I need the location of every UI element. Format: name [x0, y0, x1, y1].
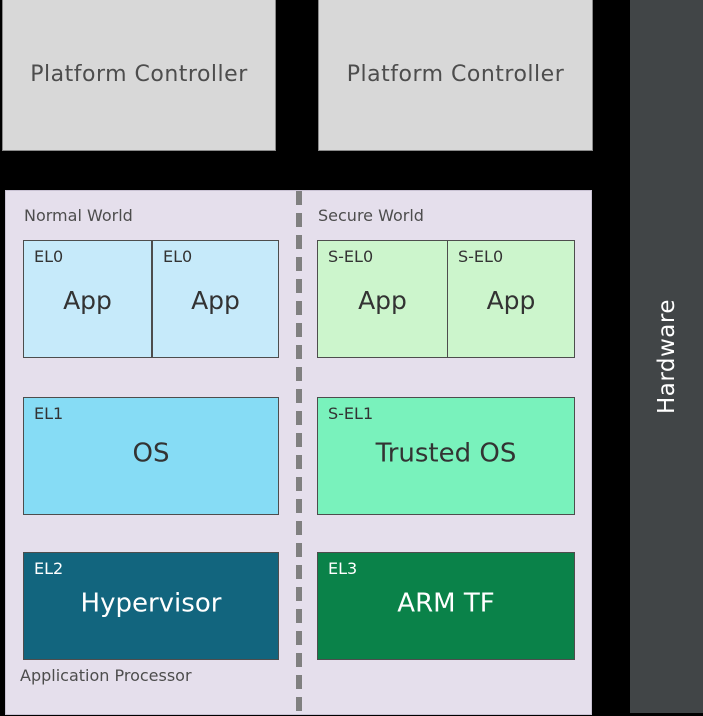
- level-title: Hypervisor: [80, 588, 222, 619]
- level-tag: S-EL1: [328, 404, 374, 423]
- level-title: OS: [132, 438, 170, 469]
- platform-controller-box-right: Platform Controller: [318, 0, 593, 151]
- hardware-label: Hardware: [653, 298, 680, 415]
- exception-level-box-el0-app-1: EL0 App: [23, 240, 152, 358]
- platform-controller-box-left: Platform Controller: [2, 0, 276, 151]
- level-tag: EL0: [163, 247, 193, 266]
- secure-world-label: Secure World: [318, 206, 424, 225]
- exception-level-box-el3-arm-tf: EL3 ARM TF: [317, 552, 575, 660]
- level-title: ARM TF: [397, 588, 495, 619]
- level-title: App: [486, 286, 536, 316]
- platform-controller-label: Platform Controller: [346, 62, 565, 87]
- exception-level-box-el2-hypervisor: EL2 Hypervisor: [23, 552, 279, 660]
- platform-controller-label: Platform Controller: [30, 62, 248, 87]
- level-tag: EL2: [34, 559, 64, 578]
- application-processor-label: Application Processor: [20, 666, 192, 685]
- exception-level-box-sel0-app-2: S-EL0 App: [447, 240, 575, 358]
- level-title: App: [63, 286, 112, 316]
- application-processor-panel: Normal World Secure World EL0 App EL0 Ap…: [5, 190, 592, 716]
- level-tag: EL1: [34, 404, 64, 423]
- normal-world-label: Normal World: [24, 206, 133, 225]
- level-tag: EL0: [34, 247, 64, 266]
- level-tag: S-EL0: [328, 247, 374, 266]
- world-separator-dashed-line: [296, 191, 302, 716]
- exception-level-box-el0-app-2: EL0 App: [152, 240, 279, 358]
- level-title: Trusted OS: [375, 438, 517, 469]
- hardware-panel: Hardware: [630, 0, 703, 713]
- level-title: App: [191, 286, 240, 316]
- level-tag: EL3: [328, 559, 358, 578]
- exception-level-box-sel1-trusted-os: S-EL1 Trusted OS: [317, 397, 575, 515]
- exception-level-box-sel0-app-1: S-EL0 App: [317, 240, 448, 358]
- level-title: App: [358, 286, 407, 316]
- level-tag: S-EL0: [458, 247, 504, 266]
- exception-level-box-el1-os: EL1 OS: [23, 397, 279, 515]
